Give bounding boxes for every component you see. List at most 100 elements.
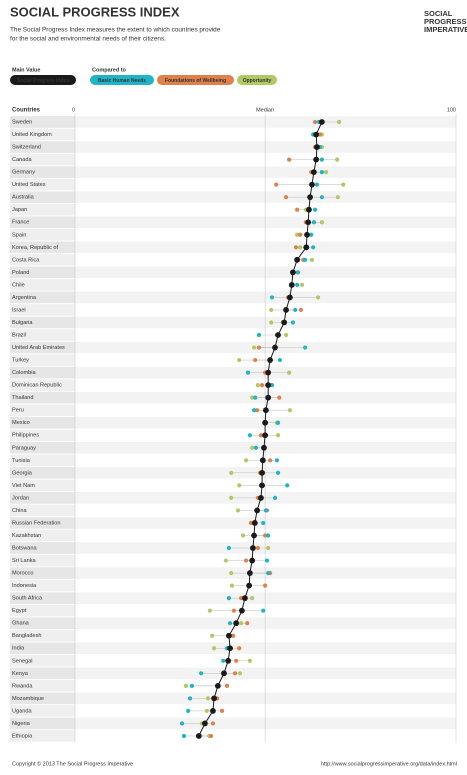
compare-dot [247,658,252,663]
main-dot [258,495,264,501]
country-label: Canada [12,157,32,163]
country-label: Switzerland [12,145,41,151]
compare-dot [183,683,188,688]
country-label: Philippines [12,433,39,439]
main-dot [226,632,232,639]
legend-button[interactable] [90,75,154,85]
compare-dot [312,119,318,125]
compare-dot [210,721,216,726]
label-cell [10,680,75,692]
legend-button[interactable] [10,75,76,85]
compare-dot [311,220,316,225]
country-label: Bulgaria [12,320,33,326]
compare-dot [181,733,187,739]
compare-dot [283,332,289,338]
country-label: Sri Lanka [12,558,37,564]
legend-label[interactable]: Basic Human Needs [98,78,146,84]
country-label: South Africa [12,596,43,602]
label-cell [10,479,75,492]
country-label: Indonesia [12,583,37,589]
legend-label[interactable]: Social Progress Index [17,78,69,84]
main-dot [318,119,325,125]
url: http://www.socialprogressimperative.org/… [321,761,457,767]
main-dot [259,457,266,464]
country-label: Chile [12,282,25,288]
main-dot [307,194,313,201]
compare-dot [283,195,289,200]
logo: PROGRESS [424,17,467,26]
compare-dot [314,182,320,187]
label-cell [10,579,75,592]
compare-dot [275,433,281,438]
label-cell [10,617,75,629]
compare-dot [229,495,234,500]
row-stripe [10,216,456,229]
compare-dot [232,671,238,676]
compare-dot [226,596,232,601]
compare-dot [312,207,318,212]
country-label: Uganda [12,708,32,714]
compare-dot [229,470,234,475]
label-cell [10,153,75,166]
main-dot [288,281,295,288]
country-label: Argentina [12,295,37,301]
main-dot [283,307,289,313]
compare-dot [210,633,215,638]
compare-dot [295,282,300,287]
main-dot [265,382,272,389]
country-label: Costa Rica [12,257,40,263]
legend-label[interactable]: Opportunity [243,78,272,84]
main-dot [246,582,253,589]
legend-heading: Main Value [12,67,40,73]
country-label: Korea, Republic of [12,245,58,251]
country-label: Mozambique [12,696,44,702]
country-label: Germany [12,170,35,176]
compare-dot [239,596,244,601]
country-label: Turkey [12,358,29,364]
main-dot [303,244,310,251]
x-tick-label: 100 [447,107,456,113]
plot: Sweden United Kingdom Switzerland Canada Ger… [10,107,457,743]
compare-dot [237,671,243,676]
label-cell [10,116,75,128]
row-stripe [10,517,456,529]
row-stripe [10,141,456,153]
compare-dot [263,583,268,588]
compare-dot [261,608,266,613]
label-cell [10,229,75,241]
compare-dot [255,545,260,551]
row-stripe [10,717,456,730]
compare-dot [263,533,268,538]
compare-dot [250,445,255,450]
country-label: India [12,646,25,652]
label-cell [10,178,75,191]
compare-dot [293,307,298,313]
compare-dot [269,307,274,313]
compare-dot [311,245,316,250]
compare-dot [253,445,259,450]
compare-dot [224,683,230,688]
country-label: Kenya [12,671,29,677]
country-label: Japan [12,207,27,213]
legend-button[interactable] [157,75,234,85]
compare-dot [266,533,271,538]
label-cell [10,454,75,467]
compare-dot [221,658,226,663]
label-cell [10,354,75,366]
legend-label[interactable]: Foundations of Wellbeing [165,78,226,84]
country-label: Mexico [12,420,30,426]
compare-dot [277,357,283,363]
main-dot [214,682,221,689]
compare-dot [274,458,280,463]
label-cell [10,554,75,567]
compare-dot [189,683,195,688]
legend-button[interactable] [237,75,277,85]
main-dot [265,369,272,376]
country-label: United States [12,182,46,188]
label-cell [10,254,75,266]
main-dot [242,595,248,602]
label-cell [10,655,75,667]
compare-dot [223,558,228,563]
main-dot [259,469,265,476]
main-dot [251,520,258,526]
